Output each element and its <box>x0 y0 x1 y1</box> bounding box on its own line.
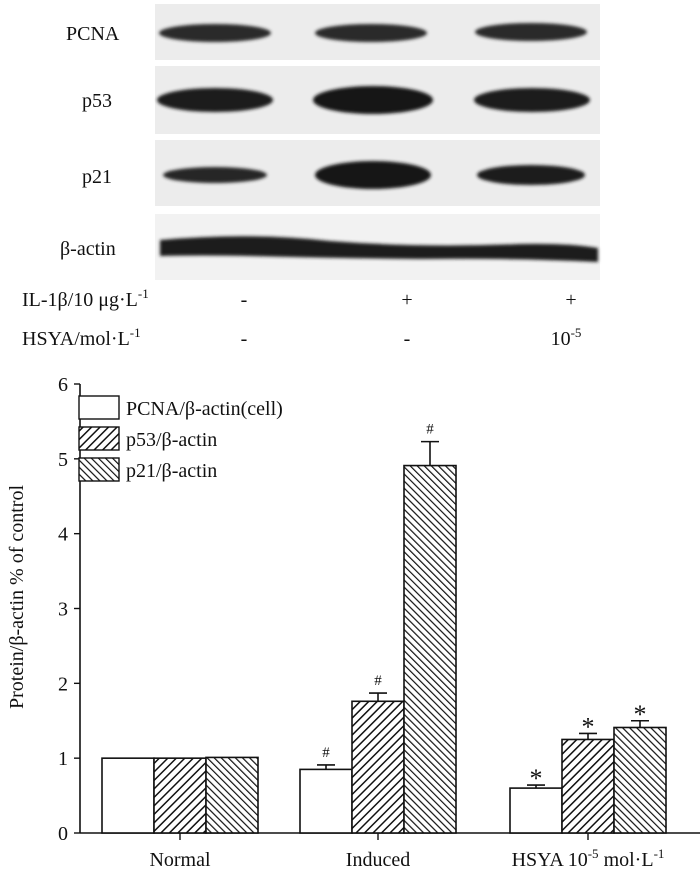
blot-label-p53: p53 <box>82 90 112 112</box>
significance-marker: # <box>374 673 382 689</box>
treatment-value: - <box>241 328 248 350</box>
treatment-value: + <box>401 289 412 311</box>
y-tick-label: 6 <box>58 374 68 396</box>
legend-entry: p53/β-actin <box>126 429 217 451</box>
legend: PCNA/β-actin(cell) p53/β-actin p21/β-actin <box>78 395 283 482</box>
y-axis: 0 1 2 3 4 5 6 <box>58 374 81 845</box>
blot-bands <box>157 86 590 114</box>
bar <box>299 768 353 834</box>
legend-swatch <box>78 426 120 451</box>
treatment-value: 10-5 <box>551 325 582 350</box>
significance-marker: * <box>582 712 595 741</box>
blot-band <box>315 24 427 42</box>
blot-row-p53: p53 <box>82 66 600 134</box>
blot-band <box>475 23 587 41</box>
significance-marker: * <box>634 700 647 729</box>
legend-swatch <box>78 395 120 420</box>
significance-marker: # <box>322 745 330 761</box>
blot-row-pcna: PCNA <box>66 4 600 60</box>
y-tick-label: 0 <box>58 823 68 845</box>
blot-bands <box>159 23 587 42</box>
legend-entry: PCNA/β-actin(cell) <box>126 398 283 420</box>
bar-chart: Protein/β-actin % of control 0 1 2 3 4 5 6 Nor… <box>6 374 700 869</box>
blot-band <box>315 161 431 189</box>
y-tick-label: 2 <box>58 673 68 695</box>
treatment-label: HSYA/mol·L-1 <box>22 325 141 350</box>
western-blot: PCNA p53 p21 β-actin <box>22 4 600 350</box>
blot-band <box>159 24 271 42</box>
blot-band <box>477 165 585 185</box>
x-tick-label: Normal <box>149 849 211 869</box>
significance-marker: * <box>530 764 543 793</box>
treatment-label: IL-1β/10 μg·L-1 <box>22 286 149 311</box>
bar <box>351 700 405 834</box>
blot-band <box>163 167 267 183</box>
y-axis-label: Protein/β-actin % of control <box>6 485 28 709</box>
y-tick-label: 3 <box>58 599 68 621</box>
legend-entry: p21/β-actin <box>126 460 217 482</box>
blot-row-beta-actin: β-actin <box>60 214 600 280</box>
x-tick-label: HSYA 10-5 mol·L-1 <box>512 846 665 869</box>
x-tick-label: Induced <box>346 849 410 869</box>
bar <box>153 757 207 834</box>
x-axis: Normal Induced HSYA 10-5 mol·L-1 <box>80 832 700 869</box>
bar <box>403 464 457 834</box>
significance-marker: # <box>426 422 434 438</box>
blot-band <box>313 86 433 114</box>
bar <box>561 738 615 834</box>
blot-label-beta-actin: β-actin <box>60 238 116 260</box>
blot-bands <box>163 161 585 189</box>
bar <box>509 787 563 834</box>
bar <box>613 726 667 834</box>
blot-band <box>157 88 273 112</box>
blot-label-p21: p21 <box>82 166 112 188</box>
treatment-value: - <box>404 328 411 350</box>
treatment-value: + <box>565 289 576 311</box>
legend-swatch <box>78 457 120 482</box>
treatment-value: - <box>241 289 248 311</box>
treatment-row-hsya: HSYA/mol·L-1 - - 10-5 <box>22 325 581 350</box>
bars: # * # * # * <box>101 422 667 834</box>
blot-band <box>160 236 598 262</box>
treatment-row-il1b: IL-1β/10 μg·L-1 - + + <box>22 286 577 311</box>
blot-band <box>474 88 590 112</box>
blot-label-pcna: PCNA <box>66 23 120 45</box>
blot-bands <box>160 236 598 262</box>
y-tick-label: 4 <box>58 524 68 546</box>
blot-row-p21: p21 <box>82 140 600 206</box>
y-tick-label: 5 <box>58 449 68 471</box>
y-tick-label: 1 <box>58 748 68 770</box>
bar <box>101 757 155 834</box>
bar <box>205 756 259 834</box>
